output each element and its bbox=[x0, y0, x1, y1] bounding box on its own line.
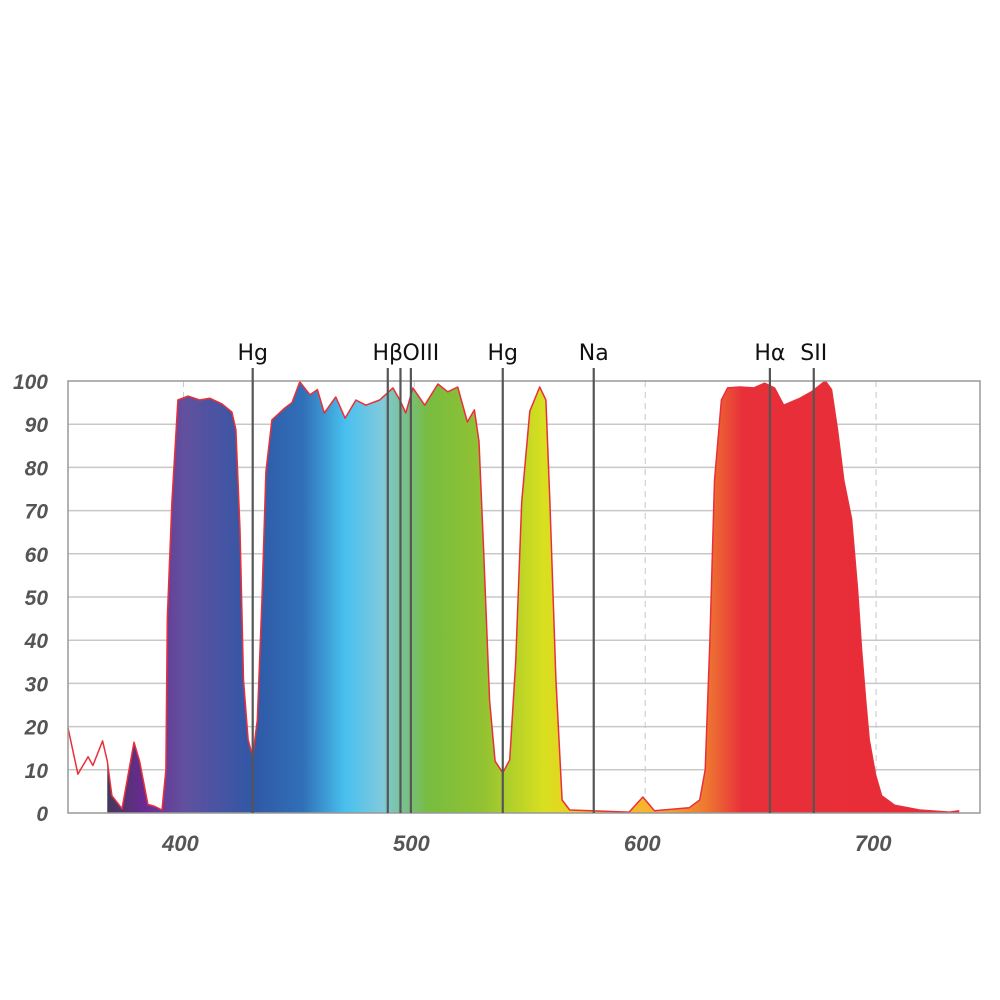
emission-line-label: Hβ bbox=[372, 341, 403, 366]
y-tick-label-10: 10 bbox=[25, 760, 49, 783]
emission-line-label: Na bbox=[579, 341, 609, 366]
y-tick-label-50: 50 bbox=[25, 587, 49, 610]
x-tick-label-400: 400 bbox=[161, 831, 199, 856]
emission-line-label: Hg bbox=[237, 341, 268, 366]
y-tick-label-0: 0 bbox=[36, 803, 48, 826]
emission-line-label: Hα bbox=[754, 341, 785, 366]
transmission-line bbox=[67, 380, 960, 813]
y-tick-label-80: 80 bbox=[25, 457, 49, 480]
y-tick-label-40: 40 bbox=[24, 630, 49, 653]
plot-frame bbox=[67, 380, 981, 814]
y-tick-label-100: 100 bbox=[13, 371, 48, 394]
emission-line-label: Hg bbox=[488, 341, 519, 366]
x-tick-label-600: 600 bbox=[624, 831, 661, 856]
x-tick-label-500: 500 bbox=[393, 831, 430, 856]
y-tick-label-90: 90 bbox=[25, 414, 49, 437]
x-tick-label-700: 700 bbox=[855, 831, 892, 856]
y-tick-label-70: 70 bbox=[25, 501, 49, 524]
y-tick-label-60: 60 bbox=[25, 544, 49, 567]
emission-line-label: SII bbox=[800, 341, 827, 366]
y-tick-label-20: 20 bbox=[24, 717, 49, 740]
y-tick-label-30: 30 bbox=[25, 673, 49, 696]
emission-line-label: OIII bbox=[402, 341, 439, 366]
transmission-area bbox=[107, 381, 960, 813]
